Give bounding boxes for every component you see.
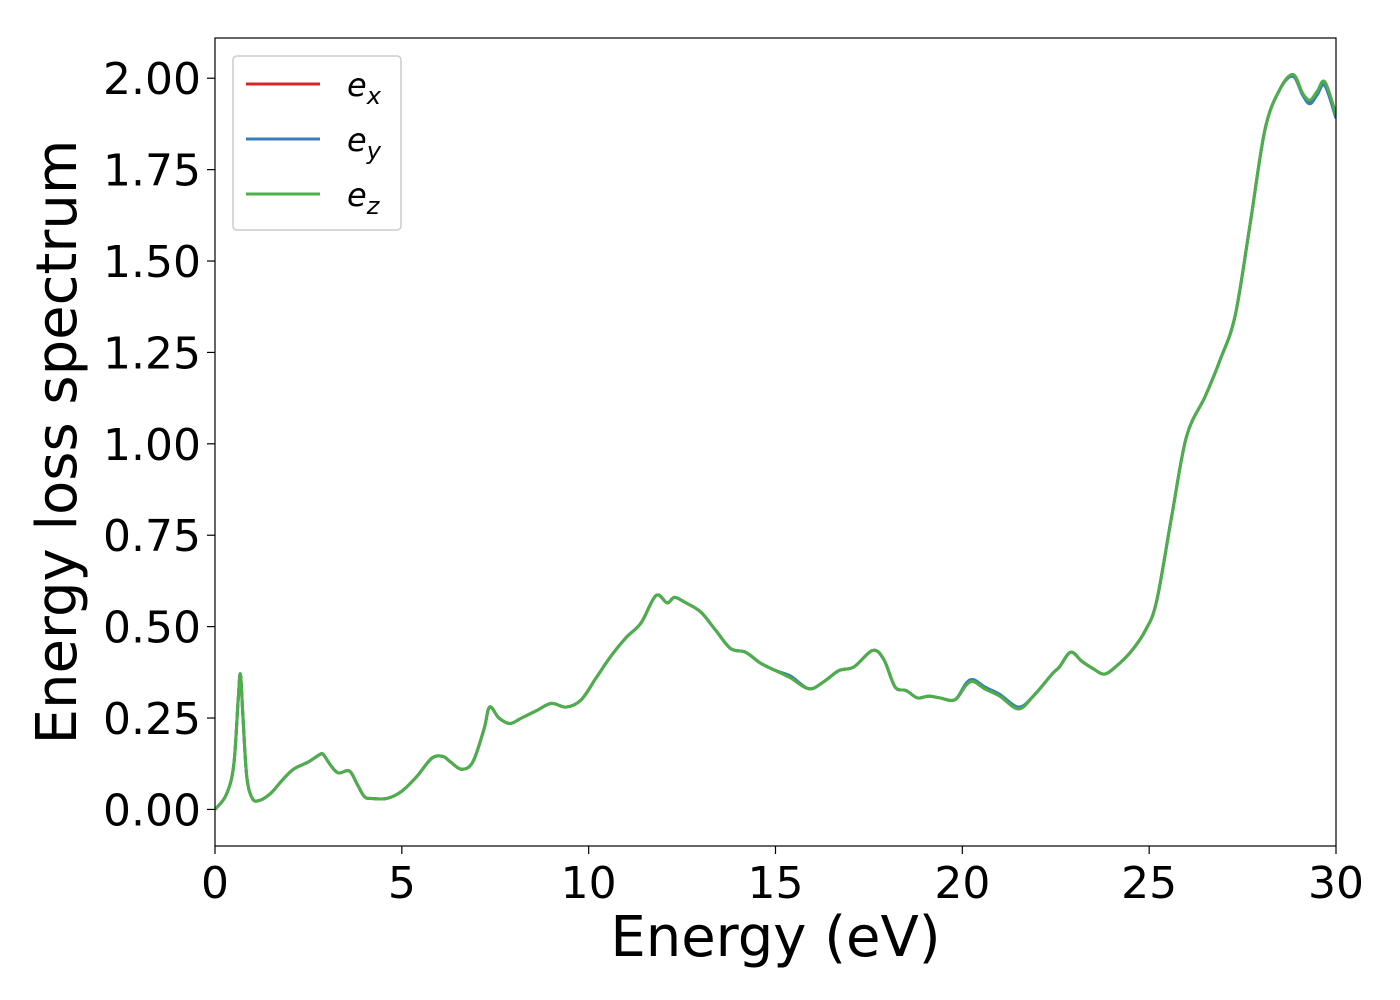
x-tick-label: 20 [934, 858, 990, 909]
x-tick-label: 25 [1121, 858, 1177, 909]
y-axis-label: Energy loss spectrum [25, 140, 90, 745]
legend: ex ey ez [232, 55, 402, 231]
x-axis-ticks: 0 5 10 15 20 25 30 [201, 846, 1364, 909]
plot-area [215, 73, 1336, 811]
y-tick-label: 0.25 [103, 694, 201, 745]
y-tick-label: 1.50 [103, 237, 201, 288]
y-tick-label: 1.75 [103, 146, 201, 197]
y-tick-label: 0.50 [103, 603, 201, 654]
x-tick-label: 15 [748, 858, 804, 909]
legend-label-ez: ez [347, 176, 381, 220]
y-tick-label: 1.00 [103, 420, 201, 471]
x-tick-label: 0 [201, 858, 229, 909]
x-tick-label: 10 [561, 858, 617, 909]
legend-label-ey: ey [347, 121, 382, 165]
x-tick-label: 5 [388, 858, 416, 909]
series-line-ez [215, 73, 1336, 811]
y-tick-label: 1.25 [103, 328, 201, 379]
y-axis-ticks: 0.00 0.25 0.50 0.75 1.00 1.25 1.50 1.75 2.00 [103, 54, 215, 836]
y-tick-label: 2.00 [103, 54, 201, 105]
y-tick-label: 0.00 [103, 785, 201, 836]
x-tick-label: 30 [1308, 858, 1364, 909]
x-axis-label: Energy (eV) [610, 905, 940, 970]
legend-box [232, 55, 402, 231]
legend-label-ex: ex [347, 66, 382, 110]
y-tick-label: 0.75 [103, 511, 201, 562]
